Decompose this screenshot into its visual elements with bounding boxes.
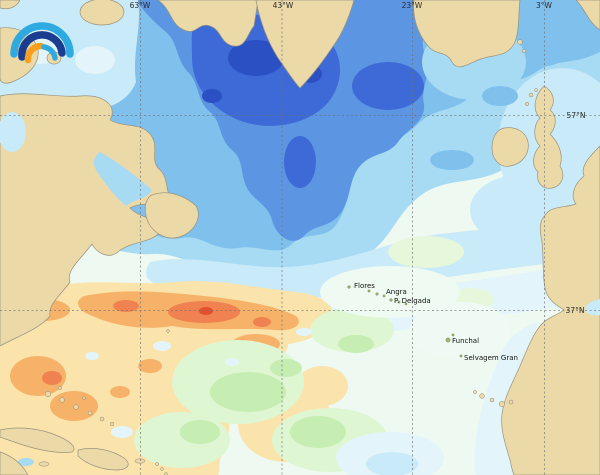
mediterranean-water	[585, 299, 600, 316]
greenland-landmass	[255, 0, 355, 89]
canada-labrador-landmass	[0, 93, 173, 347]
contour-blob	[270, 359, 302, 377]
contour-blob	[296, 328, 312, 336]
madeira-island	[445, 337, 451, 343]
warm-core-blob	[113, 300, 139, 312]
contour-blob	[153, 341, 171, 351]
lat-label-37n: 37°N	[566, 306, 585, 315]
place-label-p-delgada: P. Delgada	[394, 297, 431, 305]
logo-arc-middle	[18, 31, 66, 61]
selvagens-island	[459, 354, 463, 358]
contour-blob	[0, 281, 334, 475]
contour-blob	[111, 426, 133, 438]
contour-blob	[320, 266, 460, 318]
place-label-flores: Flores	[354, 282, 375, 290]
baffin-island-landmass	[157, 0, 259, 47]
great-britain-landmass	[533, 85, 564, 189]
contour-blob	[10, 356, 66, 396]
contour-blob	[310, 308, 394, 352]
contour-blob	[410, 302, 510, 358]
hebrides-islands	[528, 92, 534, 98]
place-label-selvagem-gran: Selvagem Gran	[464, 354, 518, 362]
canary-islands	[473, 390, 514, 408]
contour-blob	[75, 46, 115, 74]
newfoundland-island	[144, 192, 199, 239]
contour-blob	[138, 359, 162, 373]
cold-core-blob	[284, 136, 316, 188]
porto-santo-island	[451, 333, 455, 337]
lesser-antilles-islands	[155, 462, 168, 475]
jamaica-island	[38, 461, 50, 467]
contour-blob	[134, 412, 230, 468]
faroe-islands	[521, 48, 527, 54]
cold-core-blob	[228, 40, 284, 76]
contour-blob	[110, 386, 130, 398]
cuba-island	[0, 427, 75, 453]
lon-label-23w: 23°W	[402, 1, 423, 10]
azores-islands	[347, 285, 408, 306]
contour-blob	[482, 86, 518, 106]
hudson-bay-water	[0, 112, 26, 152]
faroe-islands	[517, 39, 523, 45]
bahamas-islands	[44, 385, 115, 427]
cold-core-blob	[352, 62, 424, 110]
arctic-island	[79, 0, 125, 26]
logo-arc-inner-left	[24, 42, 45, 64]
arctic-island	[0, 0, 21, 10]
green-anomaly-region	[134, 308, 394, 472]
lon-label-3w: 3°W	[536, 1, 553, 10]
red-maximum-spot	[199, 307, 213, 315]
contour-blob	[338, 335, 374, 353]
contour-blob	[225, 358, 239, 366]
hispaniola-island	[77, 448, 129, 471]
gulf-st-lawrence-water	[93, 152, 152, 206]
lat-label-57n: 57°N	[567, 111, 586, 120]
norway-landmass	[575, 0, 600, 31]
hebrides-islands	[534, 88, 538, 92]
lon-label-43w: 43°W	[273, 1, 294, 10]
lon-label-63w: 63°W	[130, 1, 151, 10]
ireland-landmass	[491, 127, 529, 167]
logo-arc-outer	[10, 22, 74, 58]
contour-blob	[296, 366, 348, 406]
labels-layer: 63°W 43°W 23°W 3°W 57°N 37°N Flores Angr…	[130, 1, 586, 362]
contour-blob	[430, 150, 474, 170]
contour-blob	[146, 216, 600, 299]
contour-blob	[85, 352, 99, 360]
logo-arc-inner-right	[41, 44, 58, 61]
place-label-angra: Angra	[386, 288, 407, 296]
contour-blob	[388, 236, 464, 268]
place-label-funchal: Funchal	[452, 337, 479, 345]
central-america-corner	[0, 451, 29, 475]
rainbow-arcs-logo	[10, 22, 74, 64]
warm-core-blob	[42, 371, 62, 385]
puerto-rico-island	[134, 458, 146, 464]
warm-core-blob	[253, 317, 271, 327]
hebrides-islands	[525, 102, 529, 106]
contour-blob	[366, 452, 418, 475]
bermuda-island	[166, 329, 170, 333]
contour-blob	[18, 458, 34, 466]
contour-blob	[210, 372, 286, 412]
europe-africa-landmass	[501, 145, 600, 475]
contour-blob	[180, 420, 220, 444]
cold-core-blob	[202, 89, 222, 103]
contour-blob	[290, 416, 346, 448]
iceland-landmass	[413, 0, 521, 68]
contour-blob	[529, 50, 561, 66]
